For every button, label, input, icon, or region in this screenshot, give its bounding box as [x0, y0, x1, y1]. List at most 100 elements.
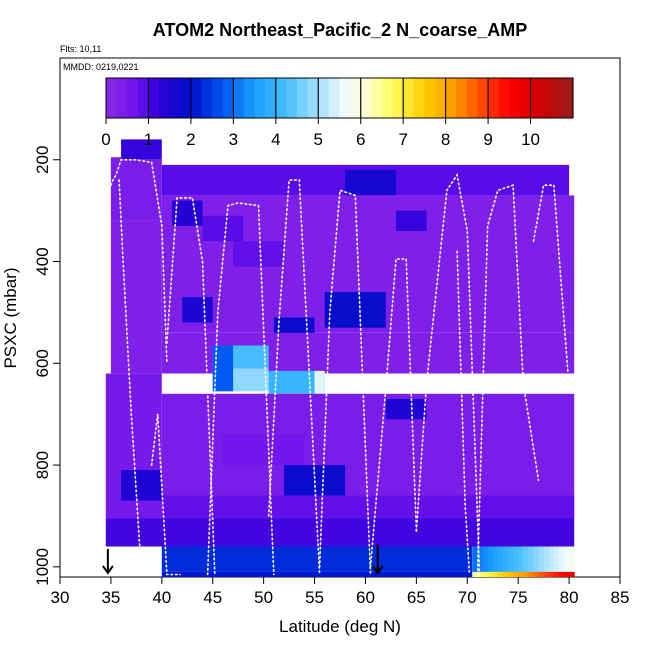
heatmap-cell — [533, 546, 540, 572]
colorbar-segment — [382, 78, 394, 118]
flight-track — [118, 179, 143, 576]
y-axis-label: PSXC (mbar) — [1, 267, 20, 368]
x-tick-label: 70 — [458, 588, 477, 607]
flight-track — [532, 184, 570, 390]
colorbar-tick-label: 9 — [483, 130, 492, 149]
heatmap-layer — [105, 139, 575, 577]
colorbar-segment — [413, 78, 425, 118]
heatmap-cell — [233, 241, 284, 267]
heatmap-cell — [487, 571, 494, 577]
colorbar-segment — [339, 78, 351, 118]
colorbar-tick-label: 8 — [441, 130, 450, 149]
colorbar-segment — [275, 78, 287, 118]
x-tick-label: 85 — [611, 588, 630, 607]
colorbar-segment — [360, 78, 372, 118]
x-tick-label: 65 — [407, 588, 426, 607]
heatmap-cell — [472, 571, 478, 577]
heatmap-cell — [528, 571, 534, 577]
heatmap-cell — [202, 215, 244, 242]
heatmap-cell — [497, 546, 504, 572]
heatmap-cell — [508, 571, 514, 577]
colorbar-segment — [137, 78, 149, 118]
colorbar-segment — [392, 78, 404, 118]
colorbar-segment — [106, 78, 118, 118]
colorbar-segment — [116, 78, 128, 118]
heatmap-cell — [553, 546, 560, 572]
y-axis: 200 400 600 800 1000 — [33, 146, 60, 586]
heatmap-cell — [502, 571, 509, 577]
x-tick-label: 80 — [560, 588, 579, 607]
heatmap-cell — [548, 546, 555, 572]
heatmap-cell — [543, 546, 550, 572]
heatmap-cell — [497, 571, 504, 577]
colorbar-segment — [445, 78, 457, 118]
heatmap-cell — [477, 571, 484, 577]
flight-track — [476, 184, 540, 576]
colorbar-segment — [244, 78, 256, 118]
colorbar-segment — [424, 78, 436, 118]
colorbar-segment — [159, 78, 171, 118]
x-axis: 30 35 40 45 50 55 60 65 70 75 80 85 — [51, 577, 630, 607]
colorbar-segment — [148, 78, 160, 118]
x-tick-label: 55 — [305, 588, 324, 607]
heatmap-cell — [538, 546, 545, 572]
heatmap-cell — [564, 571, 570, 577]
colorbar-tick-label: 10 — [521, 130, 540, 149]
heatmap-cell — [553, 571, 560, 577]
flights-label: Flts: 10,11 — [60, 44, 101, 54]
heatmap-cell — [396, 210, 427, 231]
heatmap-cell — [161, 495, 575, 519]
heatmap-cell — [513, 571, 519, 577]
heatmap-cell — [105, 518, 575, 547]
colorbar-segment — [551, 78, 563, 118]
x-tick-label: 30 — [51, 588, 70, 607]
flight-track — [150, 414, 181, 576]
heatmap-cell — [569, 571, 575, 577]
heatmap-cell — [558, 571, 565, 577]
colorbar-segment — [127, 78, 139, 118]
flight-track — [206, 202, 275, 576]
colorbar-segment — [254, 78, 266, 118]
colorbar-segment — [169, 78, 181, 118]
heatmap-cell — [533, 571, 540, 577]
colorbar-segment — [562, 78, 574, 118]
y-tick-label: 200 — [33, 146, 52, 174]
colorbar-tick-label: 7 — [398, 130, 407, 149]
heatmap-cell — [548, 571, 555, 577]
colorbar-segment — [297, 78, 309, 118]
colorbar-segment — [201, 78, 213, 118]
colorbar-tick-label: 2 — [186, 130, 195, 149]
colorbar-segment — [477, 78, 489, 118]
flight-track — [267, 179, 321, 576]
flight-track — [369, 258, 418, 568]
flight-track — [166, 197, 216, 576]
heatmap-cell — [513, 546, 519, 572]
colorbar-segment — [466, 78, 479, 118]
heatmap-cell — [222, 434, 305, 465]
x-tick-label: 75 — [509, 588, 528, 607]
colorbar-segment — [180, 78, 192, 118]
arrow-head — [102, 565, 114, 575]
colorbar-tick-label: 4 — [271, 130, 280, 149]
heatmap-cell — [564, 546, 570, 572]
heatmap-cell — [385, 398, 427, 420]
heatmap-cell — [523, 546, 529, 572]
colorbar-segment — [435, 78, 447, 118]
heatmap-cell — [523, 571, 529, 577]
heatmap-cell — [558, 546, 565, 572]
colorbar-segment — [190, 78, 203, 118]
colorbar-segment — [265, 78, 277, 118]
flight-track-layer — [110, 159, 570, 576]
heatmap-cell — [477, 546, 484, 572]
heatmap-cell — [314, 370, 325, 394]
colorbar-segment — [222, 78, 234, 118]
heatmap-cell — [172, 200, 203, 226]
colorbar-segment — [403, 78, 415, 118]
chart-title: ATOM2 Northeast_Pacific_2 N_coarse_AMP — [153, 20, 527, 40]
heatmap-cell — [518, 571, 524, 577]
flight-track — [318, 189, 372, 576]
colorbar-segment — [212, 78, 224, 118]
colorbar-tick-label: 5 — [314, 130, 323, 149]
heatmap-cell — [482, 546, 489, 572]
y-tick-label: 600 — [33, 349, 52, 377]
